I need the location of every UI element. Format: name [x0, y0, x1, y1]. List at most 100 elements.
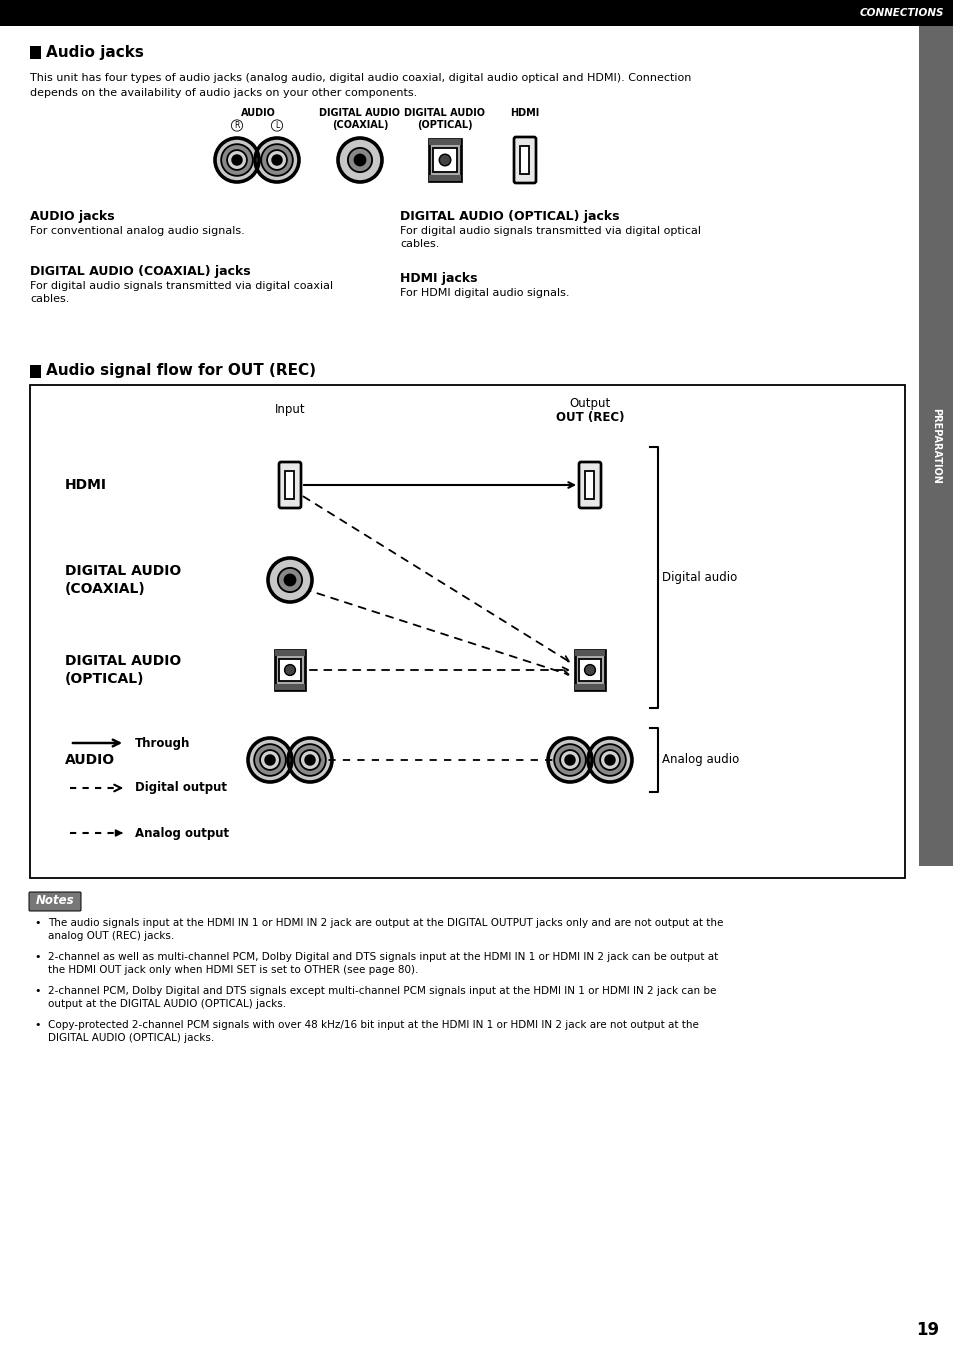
Bar [274, 650, 305, 690]
Circle shape [599, 749, 619, 770]
Text: The audio signals input at the HDMI IN 1 or HDMI IN 2 jack are output at the DIG: The audio signals input at the HDMI IN 1… [48, 918, 722, 941]
Text: 2-channel PCM, Dolby Digital and DTS signals except multi-channel PCM signals in: 2-channel PCM, Dolby Digital and DTS sig… [48, 985, 716, 1010]
Text: depends on the availability of audio jacks on your other components.: depends on the availability of audio jac… [30, 88, 416, 98]
Text: HDMI: HDMI [510, 108, 539, 119]
Bar [278, 659, 301, 681]
Text: Audio jacks: Audio jacks [46, 44, 144, 59]
Text: L: L [274, 121, 279, 129]
Circle shape [604, 755, 614, 764]
Circle shape [254, 137, 298, 182]
Circle shape [305, 755, 314, 764]
Text: For conventional analog audio signals.: For conventional analog audio signals. [30, 226, 245, 236]
Text: PREPARATION: PREPARATION [930, 408, 940, 484]
Text: AUDIO jacks: AUDIO jacks [30, 210, 114, 222]
Bar [433, 148, 456, 171]
Bar [429, 139, 460, 181]
FancyBboxPatch shape [278, 462, 301, 508]
Text: DIGITAL AUDIO (COAXIAL) jacks: DIGITAL AUDIO (COAXIAL) jacks [30, 266, 251, 278]
Circle shape [438, 154, 450, 166]
Text: •: • [34, 918, 41, 927]
Circle shape [337, 137, 381, 182]
Bar [575, 650, 604, 655]
Text: Analog audio: Analog audio [661, 754, 739, 767]
FancyBboxPatch shape [514, 137, 536, 183]
Bar [575, 650, 604, 690]
Text: R: R [234, 121, 239, 129]
Text: Copy-protected 2-channel PCM signals with over 48 kHz/16 bit input at the HDMI I: Copy-protected 2-channel PCM signals wit… [48, 1020, 699, 1043]
Bar [429, 175, 460, 181]
Circle shape [284, 665, 295, 675]
Bar [274, 650, 305, 655]
Circle shape [554, 744, 585, 776]
Text: AUDIO: AUDIO [65, 754, 115, 767]
Circle shape [564, 755, 575, 764]
Circle shape [277, 568, 302, 592]
Text: ®: ® [233, 121, 242, 129]
Text: AUDIO: AUDIO [240, 108, 275, 119]
Text: •: • [34, 985, 41, 996]
Bar [918, 26, 953, 865]
Circle shape [547, 737, 592, 782]
Text: 19: 19 [915, 1321, 938, 1339]
Circle shape [288, 737, 332, 782]
Text: DIGITAL AUDIO
(OPTICAL): DIGITAL AUDIO (OPTICAL) [65, 654, 181, 686]
Text: 2-channel as well as multi-channel PCM, Dolby Digital and DTS signals input at t: 2-channel as well as multi-channel PCM, … [48, 952, 718, 975]
Circle shape [232, 155, 242, 164]
Text: Notes: Notes [35, 895, 74, 907]
Circle shape [248, 737, 292, 782]
Text: DIGITAL AUDIO
(OPTICAL): DIGITAL AUDIO (OPTICAL) [404, 108, 485, 131]
Text: For digital audio signals transmitted via digital coaxial
cables.: For digital audio signals transmitted vi… [30, 280, 333, 305]
Text: OUT (REC): OUT (REC) [556, 411, 623, 423]
Bar [520, 147, 529, 174]
Text: This unit has four types of audio jacks (analog audio, digital audio coaxial, di: This unit has four types of audio jacks … [30, 73, 691, 84]
Circle shape [221, 144, 253, 175]
Text: Audio signal flow for OUT (REC): Audio signal flow for OUT (REC) [46, 364, 315, 379]
Bar [578, 659, 600, 681]
FancyBboxPatch shape [578, 462, 600, 508]
Text: For HDMI digital audio signals.: For HDMI digital audio signals. [399, 288, 569, 298]
Text: DIGITAL AUDIO
(COAXIAL): DIGITAL AUDIO (COAXIAL) [319, 108, 400, 131]
FancyBboxPatch shape [29, 892, 81, 911]
Bar [285, 472, 294, 499]
Circle shape [265, 755, 274, 764]
Bar [429, 139, 460, 144]
Circle shape [584, 665, 595, 675]
Circle shape [348, 148, 372, 173]
Text: Analog output: Analog output [135, 826, 229, 840]
Circle shape [267, 150, 287, 170]
Text: CONNECTIONS: CONNECTIONS [859, 8, 943, 18]
Bar [274, 685, 305, 690]
Bar [585, 472, 594, 499]
Text: Digital audio: Digital audio [661, 572, 737, 584]
Circle shape [260, 749, 279, 770]
Circle shape [300, 749, 319, 770]
Text: ©: © [274, 121, 282, 129]
Circle shape [594, 744, 625, 776]
Circle shape [261, 144, 293, 175]
Text: HDMI jacks: HDMI jacks [399, 272, 477, 284]
Text: DIGITAL AUDIO (OPTICAL) jacks: DIGITAL AUDIO (OPTICAL) jacks [399, 210, 618, 222]
Circle shape [559, 749, 579, 770]
Circle shape [294, 744, 326, 776]
Bar [30, 365, 41, 377]
Bar [0, 0, 953, 26]
Text: DIGITAL AUDIO
(COAXIAL): DIGITAL AUDIO (COAXIAL) [65, 565, 181, 596]
Circle shape [268, 558, 312, 603]
Text: •: • [34, 952, 41, 962]
Circle shape [214, 137, 258, 182]
Circle shape [227, 150, 247, 170]
Text: For digital audio signals transmitted via digital optical
cables.: For digital audio signals transmitted vi… [399, 226, 700, 249]
Text: HDMI: HDMI [65, 479, 107, 492]
Text: Through: Through [135, 736, 191, 749]
Circle shape [253, 744, 286, 776]
Circle shape [587, 737, 631, 782]
Text: Output: Output [569, 396, 610, 410]
Circle shape [284, 574, 295, 585]
Circle shape [355, 155, 365, 166]
Text: Digital output: Digital output [135, 782, 227, 794]
Circle shape [272, 155, 281, 164]
Bar [30, 386, 904, 878]
Text: Input: Input [274, 403, 305, 417]
Bar [575, 685, 604, 690]
Bar [30, 46, 41, 59]
